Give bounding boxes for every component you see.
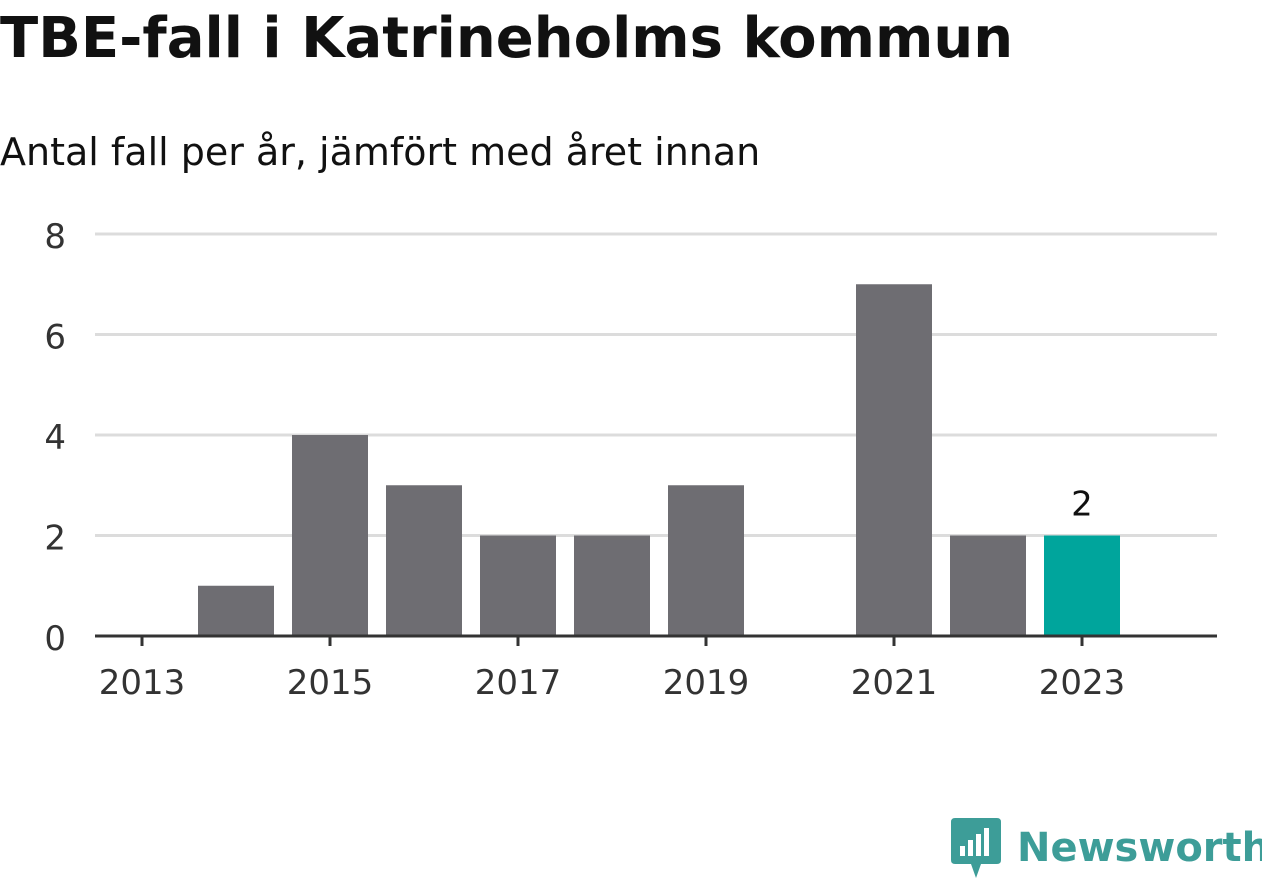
bar-2014 <box>198 585 274 636</box>
labels: 2 <box>1071 485 1093 525</box>
bar-2017 <box>480 535 556 636</box>
x-tick-label: 2021 <box>851 663 938 703</box>
chart-title: TBE-fall i Katrineholms kommun <box>0 6 1014 71</box>
newsworthy-brand: Newsworthy <box>951 818 1262 878</box>
x-tick-label: 2013 <box>99 663 186 703</box>
y-tick-label: 2 <box>44 519 66 559</box>
bar-2019 <box>668 485 744 636</box>
bar-2015 <box>292 435 368 636</box>
x-tick-label: 2015 <box>287 663 374 703</box>
axes: 0 2 4 6 8 2013 2015 2017 2019 2021 2023 <box>44 217 1217 703</box>
chart-subtitle: Antal fall per år, jämfört med året inna… <box>0 130 761 174</box>
data-label: 2 <box>1071 485 1093 525</box>
brand-name: Newsworthy <box>1017 825 1262 871</box>
gridlines <box>95 232 1217 537</box>
bar-2021 <box>856 284 932 636</box>
newsworthy-logo-icon <box>951 818 1001 878</box>
y-tick-label: 8 <box>44 217 66 257</box>
y-tick-label: 0 <box>44 619 66 659</box>
bar-2022 <box>950 535 1026 636</box>
bar-2023 <box>1044 535 1120 636</box>
y-tick-label: 6 <box>44 318 66 358</box>
bars <box>198 284 1120 636</box>
bar-2016 <box>386 485 462 636</box>
x-tick-label: 2019 <box>663 663 750 703</box>
x-tick-label: 2023 <box>1039 663 1126 703</box>
bar-2018 <box>574 535 650 636</box>
x-tick-label: 2017 <box>475 663 562 703</box>
y-tick-label: 4 <box>44 418 66 458</box>
